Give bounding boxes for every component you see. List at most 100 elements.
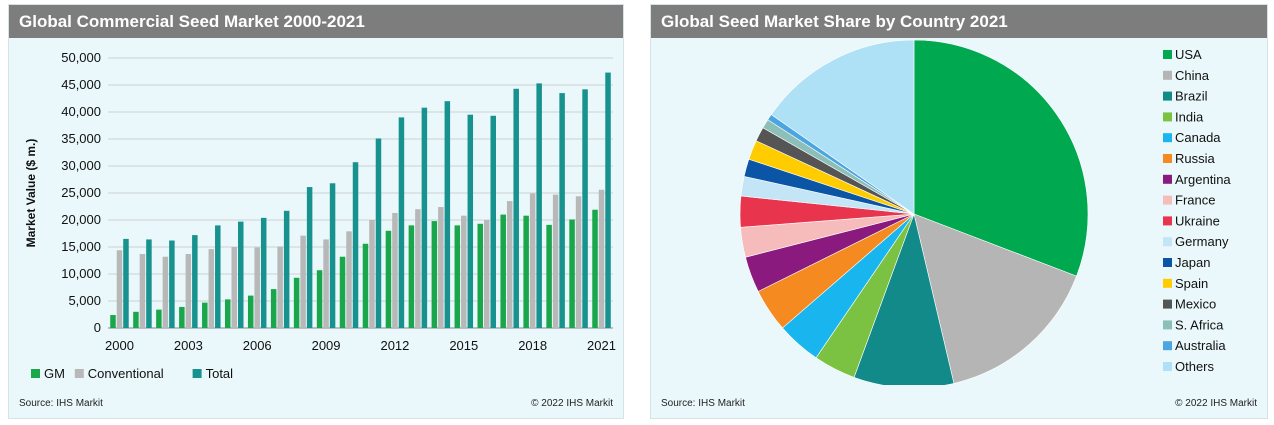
bar-gm (156, 309, 162, 328)
y-tick-label: 30,000 (61, 158, 101, 173)
bar-gm (569, 219, 575, 328)
y-axis-label: Market Value ($ m.) (24, 139, 38, 248)
legend-swatch (1163, 278, 1172, 288)
legend-swatch (1163, 91, 1172, 101)
bar-total (329, 183, 336, 328)
gm-chart-panel: Global Commercial Seed Market 2000-2021 … (8, 4, 624, 419)
legend-swatch (1163, 320, 1172, 330)
legend-label: France (1175, 193, 1215, 208)
chart-title: Global Commercial Seed Market 2000-2021 (9, 5, 623, 38)
y-tick-label: 25,000 (61, 185, 101, 200)
bar-conventional (438, 207, 444, 328)
bar-total (421, 107, 428, 329)
bar-total (605, 72, 611, 328)
bar-gm (408, 225, 415, 328)
bar-total (559, 93, 565, 328)
legend-swatch (1163, 299, 1172, 309)
bar-gm (316, 270, 323, 328)
bar-conventional (552, 194, 559, 328)
bar-conventional (484, 220, 490, 328)
chart-footer: Source: IHS Markit © 2022 IHS Markit (661, 398, 1257, 412)
bar-total (444, 101, 451, 328)
bar-gm (431, 221, 438, 328)
legend-label: S. Africa (1175, 317, 1224, 332)
chart-footer: Source: IHS Markit © 2022 IHS Markit (19, 398, 613, 412)
legend-label: Others (1175, 359, 1215, 374)
share-chart-panel: Global Seed Market Share by Country 2021… (650, 4, 1268, 419)
bar-total (146, 239, 152, 328)
legend-swatch (192, 369, 202, 378)
pie-slice-brazil (853, 212, 955, 385)
bar-conventional (231, 247, 237, 328)
bar-gm (133, 311, 139, 328)
x-tick-label: 2018 (518, 338, 547, 353)
bar-total (192, 235, 198, 328)
bar-gm (339, 256, 346, 328)
bar-conventional (277, 246, 283, 328)
bar-conventional (162, 256, 169, 328)
bar-conventional (208, 249, 215, 328)
legend-swatch (1163, 362, 1172, 371)
bar-gm (454, 225, 461, 328)
bar-total (352, 162, 359, 328)
legend-label: Australia (1175, 338, 1226, 353)
bar-gm (270, 289, 277, 328)
bar-total (260, 217, 267, 328)
bar-conventional (415, 209, 421, 328)
bar-gm (202, 302, 208, 328)
legend-label: GM (44, 366, 65, 381)
legend-swatch (1163, 133, 1172, 143)
chart-title: Global Seed Market Share by Country 2021 (651, 5, 1267, 38)
legend-swatch (31, 369, 40, 378)
bar-conventional (506, 201, 513, 328)
bar-conventional (185, 254, 192, 328)
legend-swatch (1163, 174, 1172, 184)
bar-conventional (392, 212, 398, 328)
legend-label: USA (1175, 47, 1202, 62)
legend-label: Japan (1175, 255, 1210, 270)
x-tick-label: 2009 (312, 338, 341, 353)
pie-slice-others (770, 40, 915, 215)
copyright-label: © 2022 IHS Markit (531, 398, 613, 409)
legend-label: Russia (1175, 151, 1216, 166)
bar-chart: 0 5,000 10,000 15,000 20,000 25,000 30,000 35,0… (24, 50, 616, 381)
bar-conventional (139, 254, 146, 328)
source-label: Source: IHS Markit (19, 398, 103, 409)
bar-conventional (323, 239, 329, 328)
bar-total (582, 89, 588, 328)
legend-label: Germany (1175, 234, 1229, 249)
legend-label: Argentina (1175, 172, 1231, 187)
bar-gm (110, 315, 116, 328)
legend-swatch (1163, 258, 1172, 267)
bar-gm (362, 243, 369, 328)
legend-label: Ukraine (1175, 213, 1220, 228)
bar-total (375, 138, 382, 328)
legend-label: Conventional (88, 366, 164, 381)
bar-conventional (575, 196, 582, 328)
y-tick-label: 5,000 (68, 293, 101, 308)
y-tick-label: 45,000 (61, 77, 101, 92)
bar-conventional (254, 247, 260, 328)
x-tick-label: 2015 (449, 338, 478, 353)
legend-label: China (1175, 68, 1210, 83)
legend-swatch (1163, 154, 1172, 163)
bar-gm (546, 224, 552, 328)
bar-gm (179, 306, 185, 328)
y-tick-label: 20,000 (61, 212, 101, 227)
bar-total (398, 117, 405, 329)
y-tick-label: 35,000 (61, 131, 101, 146)
bar-gm (293, 277, 300, 328)
bar-total (467, 114, 474, 328)
bar-gm (225, 299, 231, 328)
y-tick-label: 50,000 (61, 50, 101, 65)
bar-gm (523, 215, 529, 328)
x-tick-label: 2021 (587, 338, 616, 353)
y-tick-label: 10,000 (61, 266, 101, 281)
pie-slice-usa (913, 40, 1089, 277)
bar-total (169, 240, 175, 328)
legend-swatch (1163, 112, 1172, 122)
bar-gm (592, 209, 598, 328)
copyright-label: © 2022 IHS Markit (1175, 398, 1257, 409)
bar-conventional (529, 193, 536, 328)
bar-gm (385, 230, 392, 328)
